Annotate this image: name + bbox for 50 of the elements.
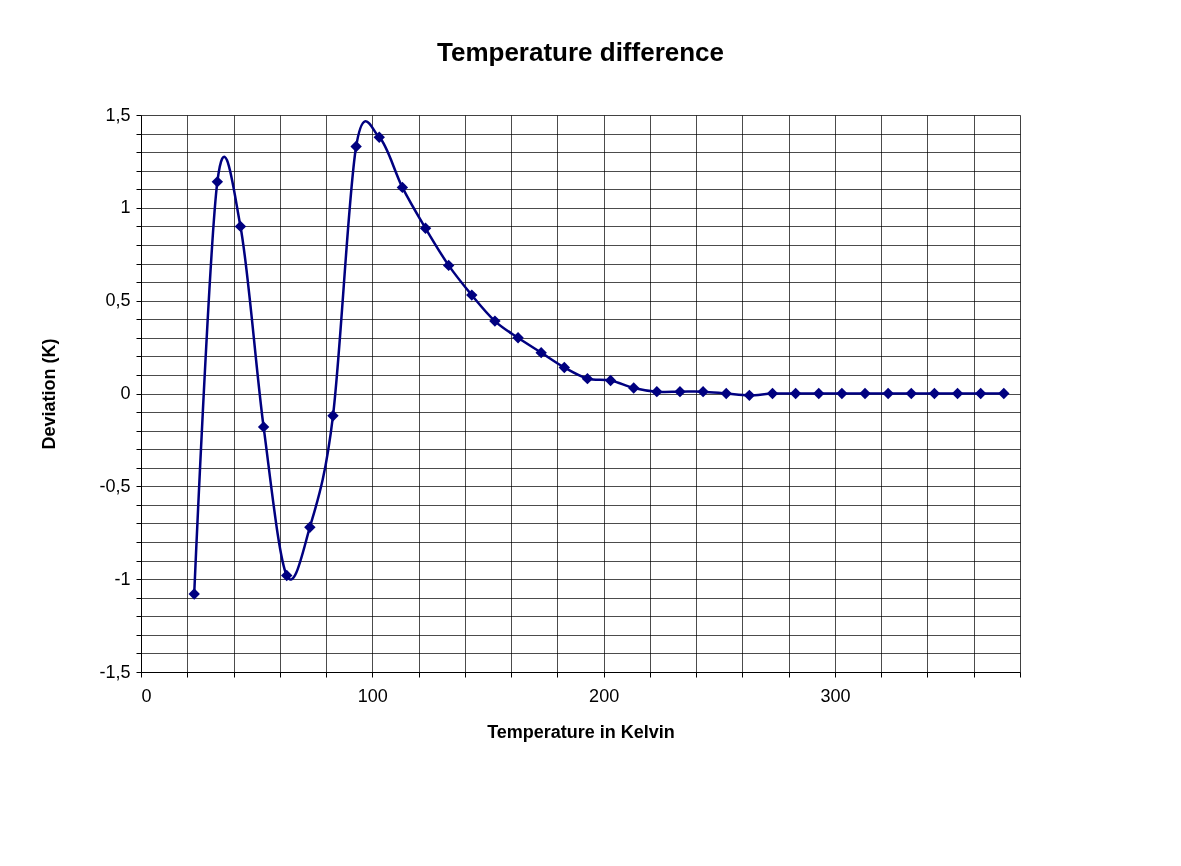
- chart-title: Temperature difference: [436, 37, 725, 67]
- point: [512, 332, 524, 344]
- point: [304, 521, 316, 533]
- x-tick-label: 0: [141, 685, 152, 706]
- point: [489, 315, 501, 327]
- y-tick-label: -1,5: [99, 661, 131, 682]
- point: [234, 220, 247, 233]
- point: [905, 387, 917, 400]
- point: [396, 181, 409, 194]
- point: [720, 387, 732, 400]
- point: [951, 387, 964, 400]
- point: [373, 131, 385, 143]
- x-axis-title: Temperature in Kelvin: [487, 721, 675, 742]
- y-tick-label: 1,5: [105, 104, 131, 125]
- point: [789, 387, 802, 400]
- x-tick-label: 100: [357, 685, 388, 706]
- x-tick-label: 300: [820, 685, 851, 706]
- point: [743, 389, 756, 402]
- y-tick-label: 0,5: [105, 290, 131, 311]
- y-tick-label: -1: [114, 568, 131, 589]
- point: [651, 385, 663, 398]
- y-tick-label: 1: [120, 197, 131, 218]
- point: [535, 346, 547, 359]
- y-tick-label: 0: [120, 383, 131, 403]
- point: [442, 259, 455, 272]
- point: [928, 387, 941, 400]
- point: [974, 387, 987, 400]
- point: [558, 361, 571, 374]
- point: [859, 387, 871, 400]
- point: [581, 372, 594, 385]
- point: [836, 387, 848, 400]
- point: [697, 385, 709, 398]
- point: [998, 387, 1010, 400]
- y-axis-title: Deviation (K): [39, 338, 60, 450]
- point: [466, 289, 478, 301]
- point: [628, 382, 640, 394]
- y-tick-label: -0,5: [99, 475, 131, 496]
- point: [604, 374, 617, 387]
- point: [350, 140, 362, 153]
- point: [257, 421, 270, 433]
- point: [674, 385, 686, 398]
- point: [766, 387, 779, 400]
- point: [188, 588, 200, 600]
- point: [419, 222, 432, 234]
- point: [813, 387, 825, 400]
- point: [882, 387, 894, 400]
- point: [327, 410, 339, 422]
- point: [211, 176, 224, 188]
- point: [281, 569, 293, 582]
- x-tick-label: 200: [589, 685, 620, 706]
